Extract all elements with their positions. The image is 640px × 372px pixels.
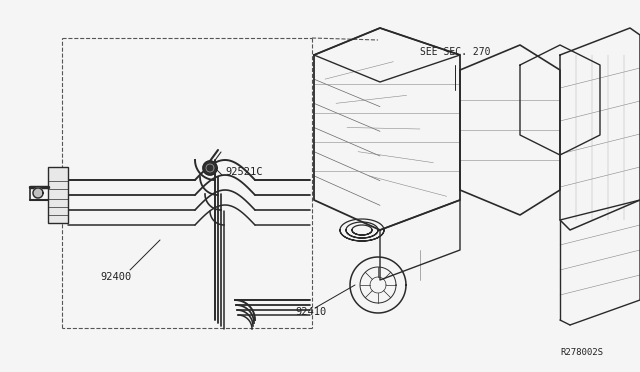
Polygon shape <box>33 188 43 198</box>
Polygon shape <box>203 161 217 175</box>
Text: 92521C: 92521C <box>225 167 262 177</box>
Text: 92400: 92400 <box>100 272 131 282</box>
Text: SEE SEC. 270: SEE SEC. 270 <box>420 47 490 57</box>
Text: 92410: 92410 <box>295 307 326 317</box>
Text: R278002S: R278002S <box>560 348 603 357</box>
Bar <box>48 167 68 223</box>
